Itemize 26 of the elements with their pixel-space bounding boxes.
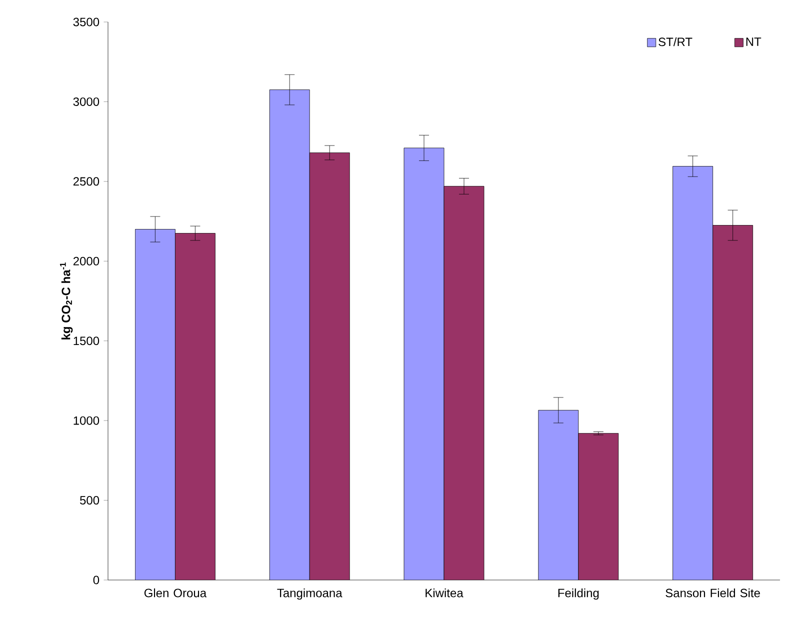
bar [538, 410, 578, 580]
bar [270, 90, 310, 580]
bar [175, 233, 216, 580]
x-tick-label: Tangimoana [277, 588, 342, 600]
text: kg CO$_{2}$-C ha$^{-1}$ [60, 262, 73, 340]
legend-label: NT [746, 38, 762, 46]
x-tick-label: Sanson Field Site [666, 588, 760, 598]
y-tick-label: 1500 [74, 336, 100, 346]
x-tick-label: Kiwitea [426, 588, 464, 598]
bar [712, 225, 754, 580]
y-tick-label: 500 [80, 496, 100, 505]
y-tick-label: 0 [93, 576, 100, 584]
legend-label: ST/RT [658, 37, 692, 46]
bar [444, 186, 484, 580]
y-tick-label: 1000 [74, 416, 100, 425]
y-tick-label: 2000 [73, 256, 100, 266]
bar [310, 152, 350, 580]
x-tick-label: Glen Oroua [144, 588, 207, 598]
y-tick-label: 2500 [73, 177, 100, 186]
bar [672, 166, 714, 580]
y-tick-label: 3500 [73, 18, 100, 26]
x-tick-label: Feilding [558, 588, 599, 600]
y-tick-label: 3000 [73, 97, 100, 106]
bar [404, 148, 444, 580]
bar [135, 229, 176, 580]
bar [578, 433, 618, 580]
